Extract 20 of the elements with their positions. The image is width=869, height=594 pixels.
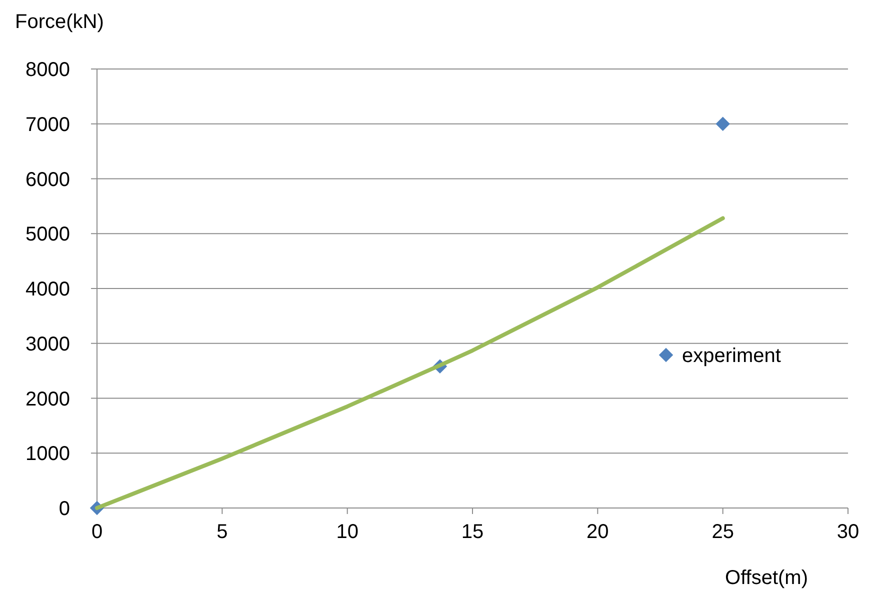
x-tick-label: 20 — [586, 521, 609, 543]
point — [716, 116, 730, 132]
x-tick-label: 15 — [461, 521, 484, 543]
y-tick-label: 7000 — [26, 114, 70, 136]
y-tick-label: 0 — [58, 498, 70, 520]
x-tick-label: 25 — [712, 521, 734, 543]
y-axis-title: Force(kN) — [15, 11, 104, 33]
x-tick-label: 10 — [336, 521, 358, 543]
x-tick-label: 0 — [91, 521, 103, 543]
y-tick-label: 5000 — [26, 224, 70, 246]
y-tick-label: 3000 — [26, 333, 70, 356]
legend-label: experiment — [682, 345, 782, 367]
y-tick-label: 6000 — [26, 168, 70, 191]
y-tick-label: 8000 — [26, 59, 70, 81]
y-tick-label: 4000 — [26, 278, 70, 300]
x-axis-title: Offset(m) — [725, 567, 808, 589]
y-tick-label: 2000 — [26, 388, 70, 410]
x-tick-label: 5 — [216, 521, 228, 543]
y-tick-label: 1000 — [26, 443, 70, 466]
x-tick-label: 30 — [836, 521, 860, 543]
